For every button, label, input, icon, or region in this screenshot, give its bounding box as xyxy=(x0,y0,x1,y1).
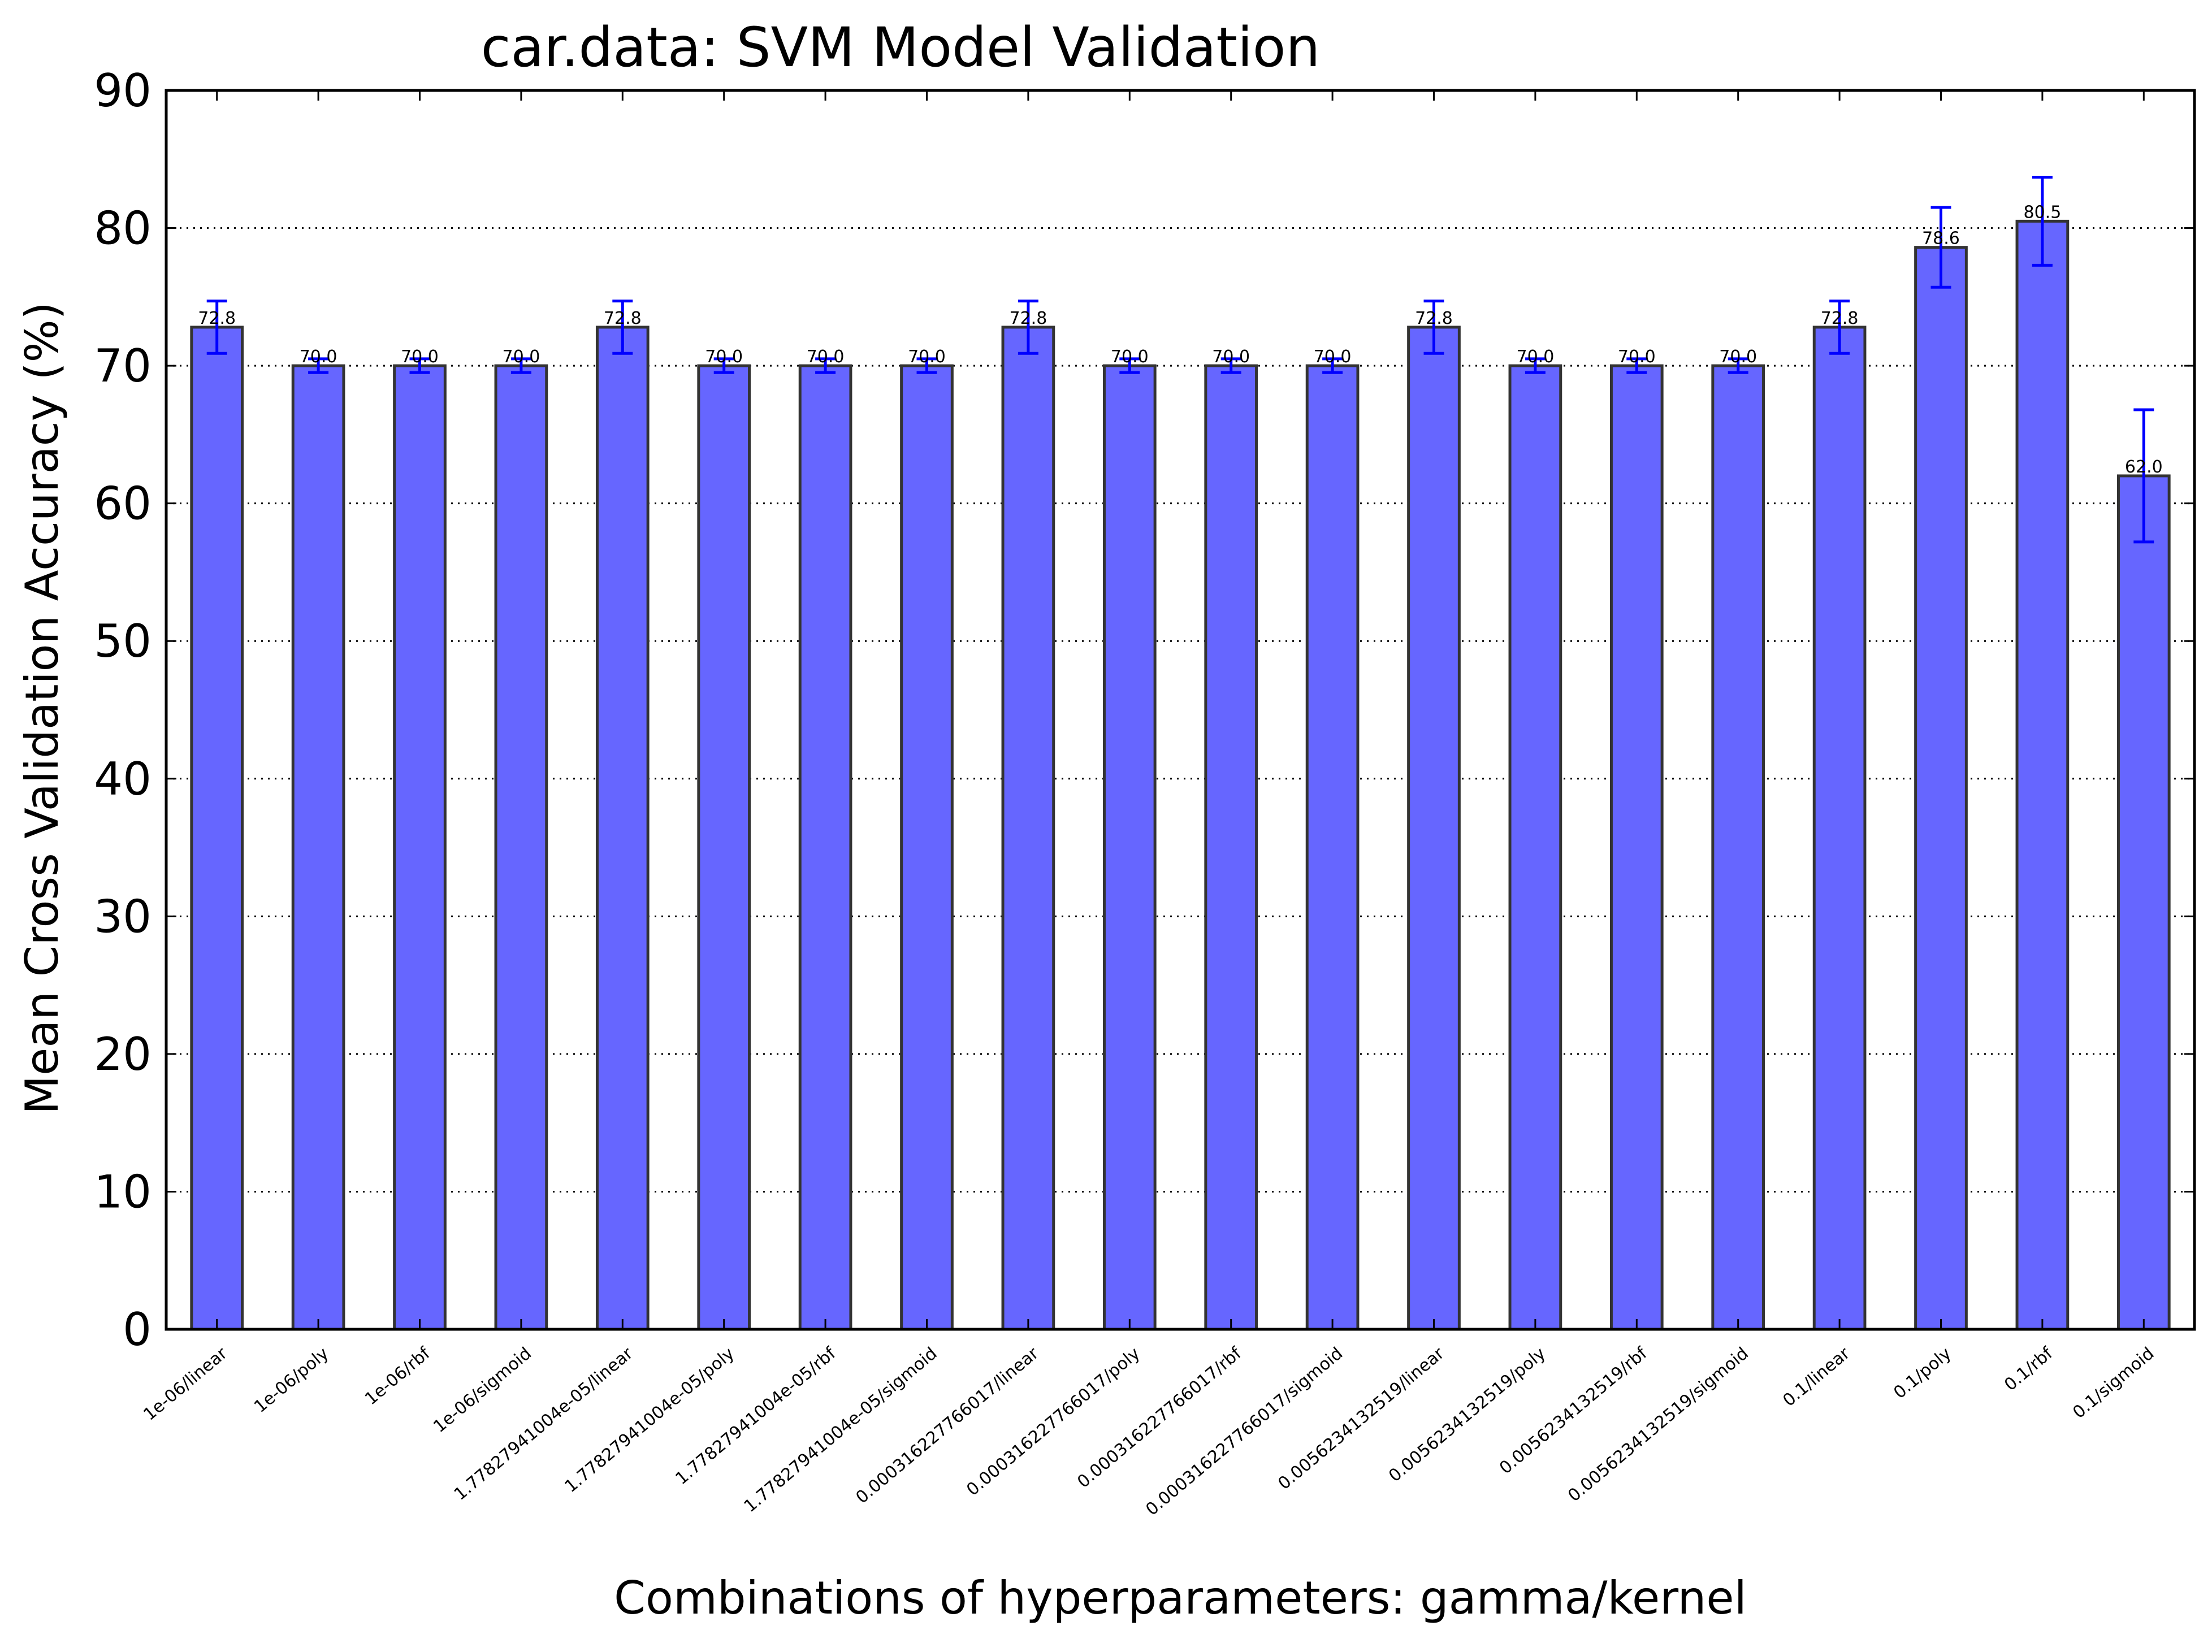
error-bars xyxy=(206,175,2154,544)
bar xyxy=(1609,364,1664,1331)
y-tick-labels: 0 10 20 30 40 50 60 70 80 90 xyxy=(94,64,151,1356)
y-tick-label: 0 xyxy=(123,1303,151,1356)
value-label: 70.0 xyxy=(705,347,743,367)
bar xyxy=(697,364,751,1331)
bar xyxy=(1001,326,1055,1331)
y-tick-label: 10 xyxy=(94,1165,151,1218)
bar xyxy=(190,326,244,1331)
chart-title: car.data: SVM Model Validation xyxy=(481,16,1321,79)
value-label: 70.0 xyxy=(1517,347,1555,367)
value-label: 70.0 xyxy=(1111,347,1149,367)
bar xyxy=(494,364,548,1331)
value-label: 70.0 xyxy=(1314,347,1352,367)
bar xyxy=(1407,326,1461,1331)
y-tick-label: 30 xyxy=(94,890,151,943)
value-label: 70.0 xyxy=(1212,347,1250,367)
y-tick-label: 50 xyxy=(94,615,151,667)
y-axis-label: Mean Cross Validation Accuracy (%) xyxy=(16,302,68,1115)
y-tick-label: 80 xyxy=(94,202,151,255)
value-label: 70.0 xyxy=(503,347,540,367)
y-tick-label: 60 xyxy=(94,478,151,530)
value-label: 70.0 xyxy=(908,347,946,367)
bar xyxy=(1711,364,1765,1331)
bar xyxy=(2116,474,2171,1331)
value-label: 72.8 xyxy=(1010,309,1047,328)
value-label: 72.8 xyxy=(1415,309,1453,328)
y-tick-label: 90 xyxy=(94,64,151,117)
value-label: 72.8 xyxy=(198,309,236,328)
bar xyxy=(900,364,954,1331)
value-label: 78.6 xyxy=(1922,229,1960,249)
value-label: 70.0 xyxy=(1618,347,1656,367)
value-label: 70.0 xyxy=(401,347,439,367)
bar xyxy=(798,364,852,1331)
value-label: 80.5 xyxy=(2024,202,2062,222)
bar xyxy=(1914,246,1968,1331)
x-axis-label: Combinations of hyperparameters: gamma/k… xyxy=(614,1572,1747,1624)
value-label: 62.0 xyxy=(2125,457,2163,477)
bar xyxy=(1305,364,1360,1331)
value-labels: 72.8 70.0 70.0 70.0 72.8 70.0 70.0 70.0 72.8 70.0… xyxy=(198,202,2162,477)
bar xyxy=(393,364,447,1331)
bar xyxy=(595,326,650,1331)
y-tick-label: 20 xyxy=(94,1028,151,1081)
y-tick-label: 70 xyxy=(94,340,151,392)
plot-frame xyxy=(165,89,2196,1331)
value-label: 70.0 xyxy=(807,347,845,367)
bar xyxy=(1812,326,1867,1331)
value-label: 70.0 xyxy=(1719,347,1757,367)
bar xyxy=(1102,364,1157,1331)
bar xyxy=(1204,364,1258,1331)
bar xyxy=(291,364,345,1331)
bar xyxy=(2015,219,2070,1331)
y-tick-label: 40 xyxy=(94,753,151,805)
value-label: 72.8 xyxy=(604,309,642,328)
value-label: 70.0 xyxy=(300,347,337,367)
axes xyxy=(165,89,2196,1331)
value-label: 72.8 xyxy=(1821,309,1859,328)
bar xyxy=(1508,364,1562,1331)
